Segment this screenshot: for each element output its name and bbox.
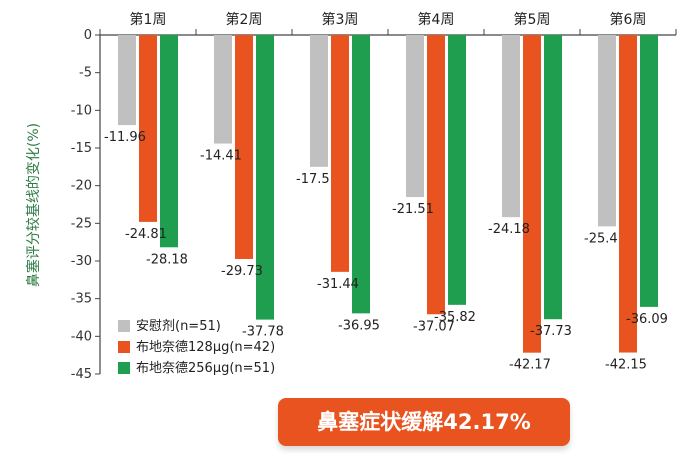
data-label: -36.95 [338, 318, 380, 333]
bar [598, 35, 616, 227]
data-label: -25.4 [584, 231, 618, 246]
y-tick-label: -45 [71, 367, 92, 382]
data-label: -11.96 [104, 130, 146, 145]
y-axis-label: 鼻塞评分较基线的变化(%) [25, 123, 42, 287]
bars [118, 35, 658, 353]
legend-swatch [118, 341, 130, 353]
bar [256, 35, 274, 320]
data-label: -31.44 [317, 277, 359, 292]
bar [139, 35, 157, 222]
data-labels: -11.96 -14.41 -17.5 -21.51 -24.18 -25.4 -24.81… [104, 130, 668, 373]
y-tick-label: -20 [71, 179, 92, 194]
y-tick-label: -25 [71, 216, 92, 231]
legend: 安慰剂(n=51) 布地奈德128μg(n=42) 布地奈德256μg(n=51) [118, 319, 275, 376]
category-label: 第1周 [130, 11, 167, 28]
category-label: 第3周 [322, 11, 359, 28]
bar [214, 35, 232, 144]
bar [118, 35, 136, 126]
y-tick-label: -15 [71, 141, 92, 156]
bar [331, 35, 349, 272]
y-tick-label: -10 [71, 103, 92, 118]
legend-label: 布地奈德128μg(n=42) [136, 340, 275, 355]
result-banner: 鼻塞症状缓解42.17% [278, 398, 570, 446]
bar [448, 35, 466, 305]
legend-swatch [118, 362, 130, 374]
bar [619, 35, 637, 353]
bar [427, 35, 445, 315]
legend-label: 布地奈德256μg(n=51) [136, 361, 275, 376]
y-tick-label: -30 [71, 254, 92, 269]
data-label: -14.41 [200, 149, 242, 164]
bar [235, 35, 253, 259]
data-label: -17.5 [296, 172, 330, 187]
data-label: -28.18 [146, 252, 188, 267]
bar [160, 35, 178, 248]
y-tick-label: -40 [71, 329, 92, 344]
bar [640, 35, 658, 307]
data-label: -36.09 [626, 312, 668, 327]
data-label: -24.81 [125, 227, 167, 242]
category-label: 第2周 [226, 11, 263, 28]
data-label: -37.07 [413, 319, 455, 334]
bar [544, 35, 562, 320]
bar [310, 35, 328, 167]
data-label: -24.18 [488, 222, 530, 237]
axes: 0 -5 -10 -15 -20 -25 -30 -35 -40 -45 第1周 第2周 第3周 第4周 第… [71, 11, 677, 382]
data-label: -21.51 [392, 202, 434, 217]
category-label: 第4周 [418, 11, 455, 28]
bar [352, 35, 370, 314]
bar [406, 35, 424, 198]
category-label: 第6周 [610, 11, 647, 28]
bar [502, 35, 520, 218]
y-tick-label: 0 [84, 28, 92, 43]
y-tick-label: -5 [79, 66, 92, 81]
category-label: 第5周 [514, 11, 551, 28]
bar [523, 35, 541, 353]
data-label: -42.17 [509, 358, 551, 373]
legend-swatch [118, 320, 130, 332]
data-label: -37.78 [242, 325, 284, 340]
data-label: -42.15 [605, 358, 647, 373]
data-label: -37.73 [530, 324, 572, 339]
data-label: -29.73 [221, 264, 263, 279]
y-tick-label: -35 [71, 292, 92, 307]
data-label: -35.82 [434, 310, 476, 325]
legend-label: 安慰剂(n=51) [136, 319, 221, 334]
